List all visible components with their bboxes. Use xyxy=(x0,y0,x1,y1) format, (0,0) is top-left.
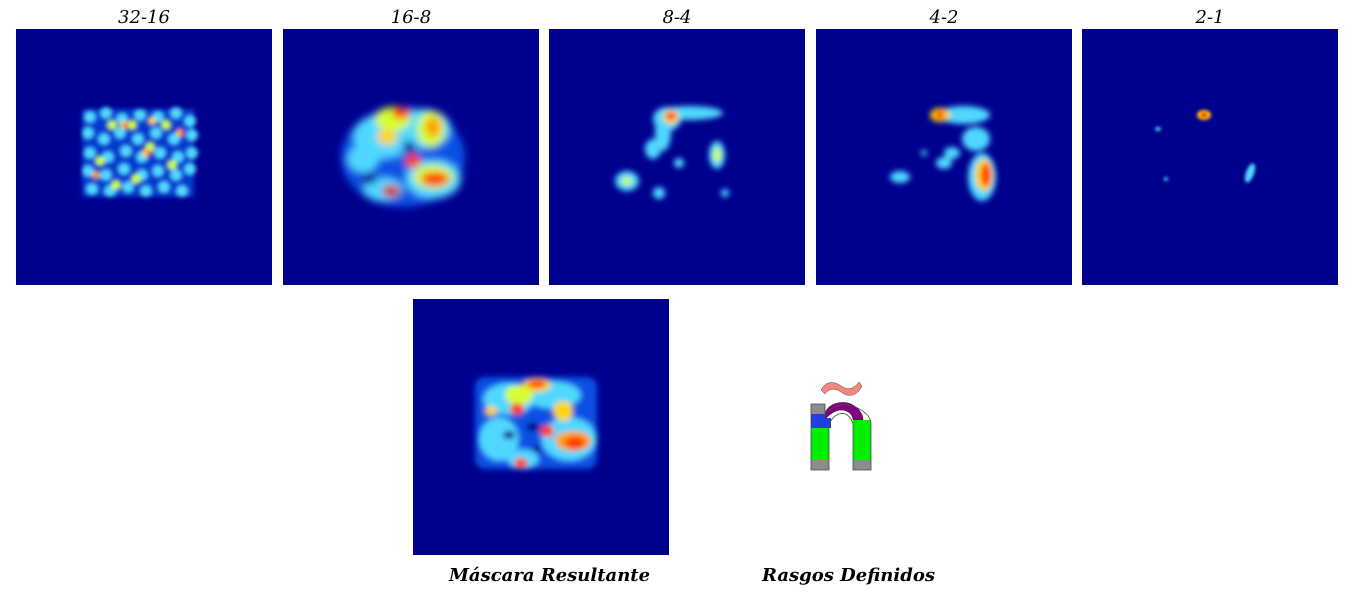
glyph-left-shoulder xyxy=(811,414,825,428)
caption-resulting-mask: Máscara Resultante xyxy=(449,565,651,586)
panel-title-2-1: 2-1 xyxy=(1195,7,1225,28)
heatmap-2-1 xyxy=(1082,29,1338,285)
resulting-mask-heatmap xyxy=(413,299,669,555)
glyph-left-top xyxy=(811,404,825,414)
heatmap-32-16 xyxy=(16,29,272,285)
caption-defined-features: Rasgos Definidos xyxy=(762,565,935,586)
panel-title-4-2: 4-2 xyxy=(929,7,959,28)
heatmap-8-4 xyxy=(549,29,805,285)
panel-title-16-8: 16-8 xyxy=(390,7,432,28)
glyph-left-foot xyxy=(811,460,829,470)
glyph-left-stem xyxy=(811,428,825,460)
panel-title-32-16: 32-16 xyxy=(118,7,170,28)
heatmap-16-8 xyxy=(283,29,539,285)
heatmap-background xyxy=(1082,29,1338,285)
defined-features-glyph xyxy=(810,381,872,471)
glyph-arch xyxy=(824,402,864,421)
glyph-right-foot xyxy=(853,460,871,470)
glyph-right-stem xyxy=(853,420,871,460)
heatmap-background xyxy=(549,29,805,285)
heatmap-4-2 xyxy=(816,29,1072,285)
panel-title-8-4: 8-4 xyxy=(662,7,692,28)
glyph-tilde xyxy=(820,381,863,396)
